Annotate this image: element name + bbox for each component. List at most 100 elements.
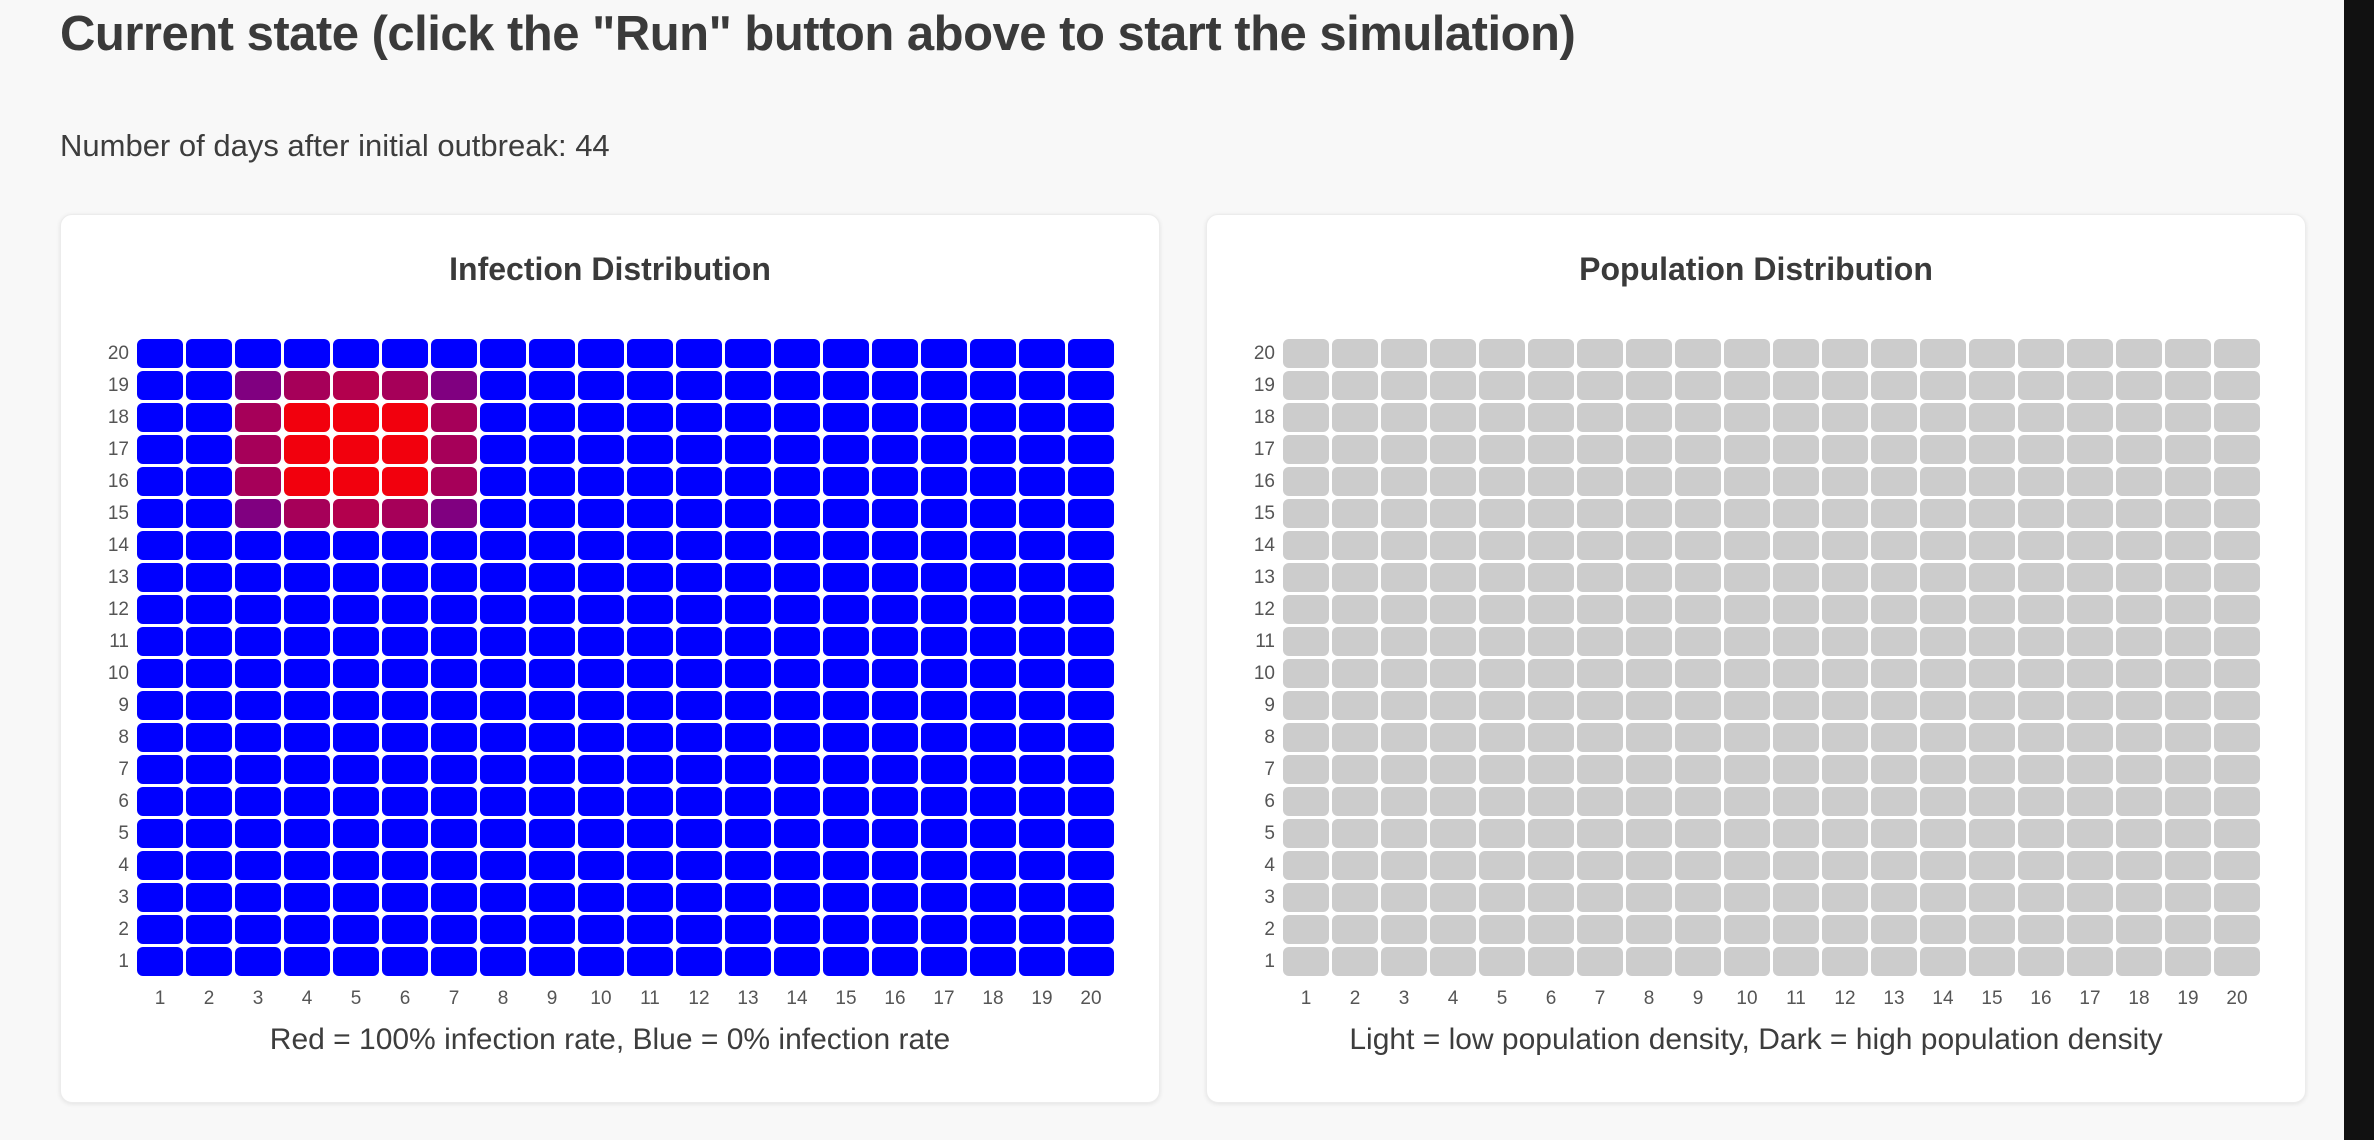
heatmap-cell bbox=[1283, 915, 1329, 944]
heatmap-cell bbox=[1528, 659, 1574, 688]
heatmap-cell bbox=[1773, 499, 1819, 528]
heatmap-cell bbox=[872, 819, 918, 848]
heatmap-cell bbox=[1283, 403, 1329, 432]
heatmap-cell bbox=[774, 467, 820, 496]
heatmap-cell bbox=[676, 723, 722, 752]
heatmap-cell bbox=[431, 531, 477, 560]
heatmap-cell bbox=[1577, 915, 1623, 944]
heatmap-cell bbox=[529, 723, 575, 752]
heatmap-cell bbox=[627, 467, 673, 496]
heatmap-cell bbox=[1626, 627, 1672, 656]
heatmap-cell bbox=[1283, 371, 1329, 400]
heatmap-cell bbox=[2067, 691, 2113, 720]
heatmap-cell bbox=[774, 915, 820, 944]
heatmap-cell bbox=[1479, 851, 1525, 880]
heatmap-cell bbox=[480, 371, 526, 400]
heatmap-cell bbox=[1724, 595, 1770, 624]
heatmap-cell bbox=[627, 723, 673, 752]
heatmap-cell bbox=[578, 531, 624, 560]
heatmap-cell bbox=[1068, 531, 1114, 560]
heatmap-cell bbox=[2116, 723, 2162, 752]
heatmap-cell bbox=[676, 371, 722, 400]
heatmap-cell bbox=[137, 787, 183, 816]
heatmap-cell bbox=[333, 435, 379, 464]
heatmap-cell bbox=[1871, 339, 1917, 368]
heatmap-cell bbox=[1430, 339, 1476, 368]
heatmap-cell bbox=[2067, 915, 2113, 944]
heatmap-cell bbox=[382, 851, 428, 880]
heatmap-cell bbox=[480, 659, 526, 688]
heatmap-cell bbox=[2165, 723, 2211, 752]
heatmap-cell bbox=[1871, 499, 1917, 528]
heatmap-cell bbox=[1381, 595, 1427, 624]
heatmap-cell bbox=[1675, 627, 1721, 656]
heatmap-cell bbox=[529, 339, 575, 368]
heatmap-cell bbox=[676, 947, 722, 976]
heatmap-cell bbox=[1283, 627, 1329, 656]
heatmap-cell bbox=[2214, 531, 2260, 560]
heatmap-cell bbox=[872, 691, 918, 720]
heatmap-cell bbox=[2214, 723, 2260, 752]
heatmap-cell bbox=[137, 339, 183, 368]
heatmap-cell bbox=[2018, 339, 2064, 368]
heatmap-cell bbox=[1019, 883, 1065, 912]
heatmap-cell bbox=[333, 371, 379, 400]
heatmap-cell bbox=[676, 691, 722, 720]
heatmap-cell bbox=[872, 787, 918, 816]
heatmap-cell bbox=[431, 915, 477, 944]
heatmap-cell bbox=[1381, 659, 1427, 688]
heatmap-cell bbox=[431, 467, 477, 496]
heatmap-cell bbox=[1724, 403, 1770, 432]
heatmap-cell bbox=[2165, 883, 2211, 912]
x-tick-label: 13 bbox=[1883, 988, 1905, 1009]
y-tick-label: 7 bbox=[118, 758, 129, 780]
heatmap-cell bbox=[1920, 499, 1966, 528]
heatmap-cell bbox=[480, 403, 526, 432]
heatmap-cell bbox=[1430, 435, 1476, 464]
heatmap-cell bbox=[1283, 499, 1329, 528]
heatmap-cell bbox=[480, 563, 526, 592]
heatmap-cell bbox=[1724, 723, 1770, 752]
heatmap-cell bbox=[529, 467, 575, 496]
heatmap-cell bbox=[2116, 371, 2162, 400]
heatmap-cell bbox=[137, 467, 183, 496]
y-tick-label: 4 bbox=[118, 854, 129, 876]
heatmap-cell bbox=[1019, 915, 1065, 944]
heatmap-cell bbox=[2214, 915, 2260, 944]
heatmap-cell bbox=[1528, 883, 1574, 912]
heatmap-cell bbox=[1773, 691, 1819, 720]
heatmap-cell bbox=[921, 947, 967, 976]
heatmap-cell bbox=[921, 499, 967, 528]
x-tick-label: 14 bbox=[786, 988, 808, 1009]
x-tick-label: 5 bbox=[350, 988, 362, 1009]
heatmap-cell bbox=[676, 883, 722, 912]
heatmap-cell bbox=[872, 467, 918, 496]
heatmap-cell bbox=[2067, 755, 2113, 784]
heatmap-cell bbox=[1332, 627, 1378, 656]
heatmap-cell bbox=[2018, 819, 2064, 848]
heatmap-cell bbox=[1019, 563, 1065, 592]
y-tick-label: 11 bbox=[109, 630, 129, 652]
heatmap-cell bbox=[872, 755, 918, 784]
heatmap-cell bbox=[1773, 435, 1819, 464]
heatmap-cell bbox=[1773, 531, 1819, 560]
heatmap-cell bbox=[872, 531, 918, 560]
heatmap-cell bbox=[1479, 947, 1525, 976]
heatmap-cell bbox=[431, 403, 477, 432]
heatmap-cell bbox=[1479, 531, 1525, 560]
heatmap-cell bbox=[627, 691, 673, 720]
heatmap-cell bbox=[1577, 563, 1623, 592]
heatmap-cell bbox=[676, 435, 722, 464]
heatmap-cell bbox=[1068, 851, 1114, 880]
page-title: Current state (click the "Run" button ab… bbox=[60, 7, 1576, 61]
heatmap-cell bbox=[823, 819, 869, 848]
heatmap-cell bbox=[725, 755, 771, 784]
heatmap-cell bbox=[578, 595, 624, 624]
heatmap-cell bbox=[1675, 403, 1721, 432]
heatmap-cell bbox=[2165, 691, 2211, 720]
heatmap-cell bbox=[1675, 371, 1721, 400]
heatmap-cell bbox=[1920, 883, 1966, 912]
heatmap-cell bbox=[333, 403, 379, 432]
heatmap-cell bbox=[1332, 787, 1378, 816]
heatmap-cell bbox=[2165, 915, 2211, 944]
